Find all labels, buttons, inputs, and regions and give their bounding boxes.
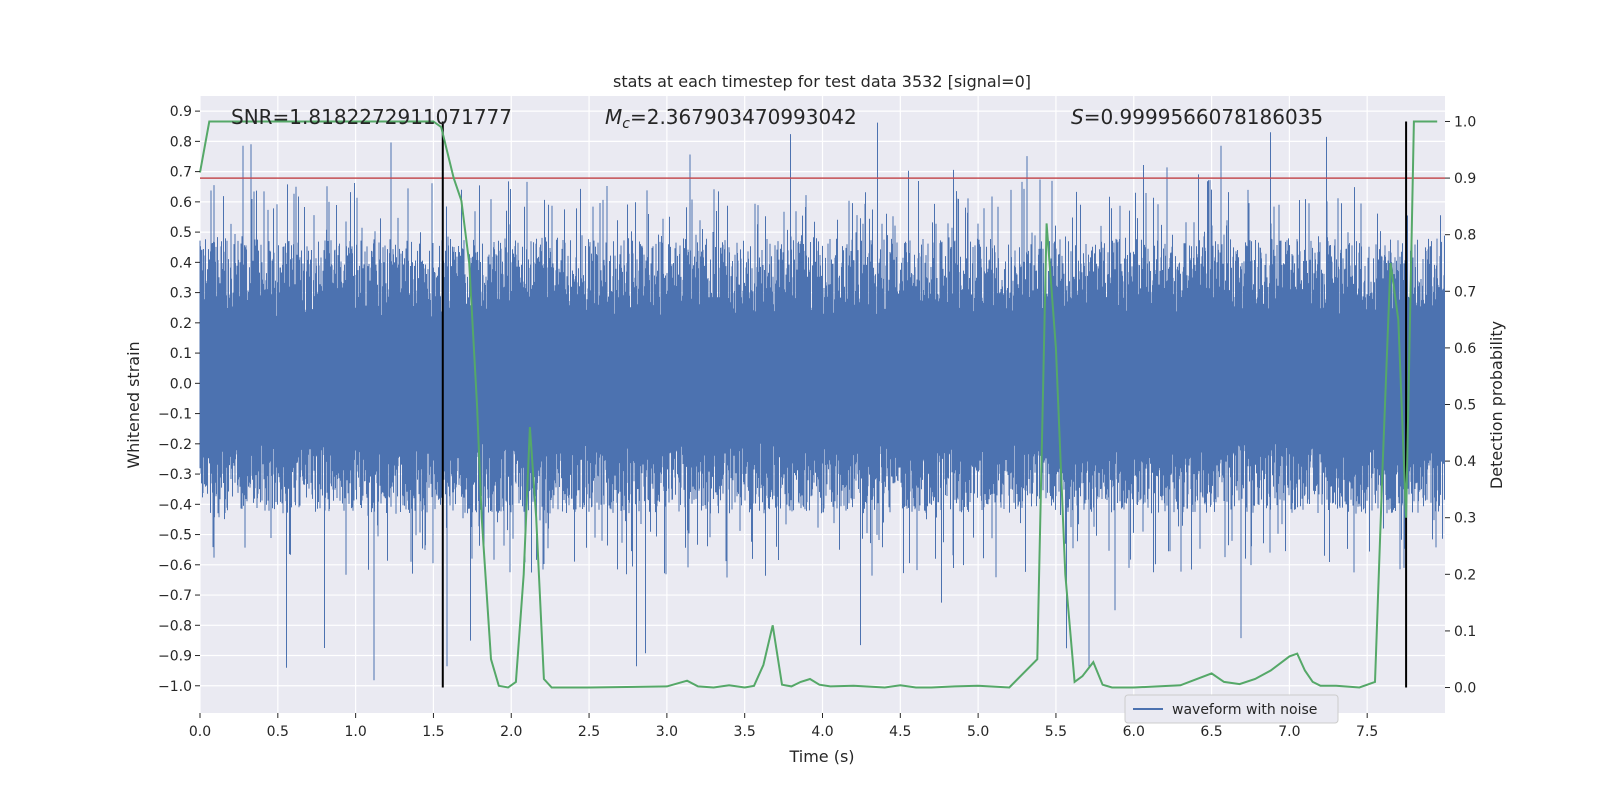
y-right-tick-label-5: 0.5: [1454, 398, 1476, 414]
y-right-tick-label-6: 0.4: [1454, 454, 1476, 470]
y-left-tick-label-4: 0.5: [170, 225, 192, 241]
y-left-tick-label-18: −0.9: [158, 649, 192, 665]
y-right-tick-label-2: 0.8: [1454, 228, 1476, 244]
y-right-tick-label-3: 0.7: [1454, 284, 1476, 300]
significance-value: =0.9999566078186035: [1084, 105, 1323, 129]
y-left-tick-label-19: −1.0: [158, 679, 192, 695]
y-axis-left-label: Whitened strain: [124, 341, 143, 468]
detection-probability-line: [199, 120, 1438, 689]
x-tick-label-8: 4.0: [811, 724, 833, 740]
chirp-mass-subscript: c: [622, 116, 630, 132]
x-tick-label-0: 0.0: [189, 724, 211, 740]
chirp-mass-symbol: M: [605, 105, 622, 129]
x-tick-label-2: 1.0: [344, 724, 366, 740]
y-right-tick-label-7: 0.3: [1454, 511, 1476, 527]
x-tick-label-12: 6.0: [1123, 724, 1145, 740]
y-right-tick-label-9: 0.1: [1454, 624, 1476, 640]
y-left-tick-label-13: −0.4: [158, 497, 192, 513]
x-tick-label-1: 0.5: [267, 724, 289, 740]
legend: waveform with noise: [1124, 694, 1339, 724]
y-left-tick-label-15: −0.6: [158, 558, 192, 574]
x-tick-label-7: 3.5: [734, 724, 756, 740]
y-left-tick-label-10: −0.1: [158, 407, 192, 423]
y-left-tick-label-17: −0.8: [158, 618, 192, 634]
y-right-tick-label-1: 0.9: [1454, 171, 1476, 187]
y-left-tick-label-12: −0.3: [158, 467, 192, 483]
x-tick-label-15: 7.5: [1356, 724, 1378, 740]
x-tick-label-4: 2.0: [500, 724, 522, 740]
chirp-mass-annotation: Mc=2.367903470993042: [605, 105, 857, 132]
y-right-tick-label-0: 1.0: [1454, 114, 1476, 130]
y-left-tick-label-5: 0.4: [170, 255, 192, 271]
y-left-tick-label-14: −0.5: [158, 528, 192, 544]
legend-label: waveform with noise: [1172, 702, 1317, 718]
y-left-tick-label-11: −0.2: [158, 437, 192, 453]
y-axis-right-ticks: 1.0 0.9 0.8 0.7 0.6 0.5 0.4 0.3 0.2 0.1 0.0: [1445, 114, 1476, 697]
y-right-tick-label-10: 0.0: [1454, 681, 1476, 697]
x-tick-label-3: 1.5: [422, 724, 444, 740]
x-tick-label-9: 4.5: [889, 724, 911, 740]
x-tick-label-5: 2.5: [578, 724, 600, 740]
y-left-tick-label-7: 0.2: [170, 316, 192, 332]
significance-annotation: S=0.9999566078186035: [1071, 105, 1323, 129]
y-right-tick-label-4: 0.6: [1454, 341, 1476, 357]
y-left-tick-label-9: 0.0: [170, 376, 192, 392]
x-axis-label: Time (s): [788, 747, 854, 766]
x-tick-label-10: 5.0: [967, 724, 989, 740]
x-axis-ticks: 0.0 0.5 1.0 1.5 2.0 2.5 3.0 3.5 4.0 4.5 5.0 5.5 6.0 6…: [189, 713, 1378, 740]
y-left-tick-label-16: −0.7: [158, 588, 192, 604]
y-left-tick-label-1: 0.8: [170, 134, 192, 150]
chart-title: stats at each timestep for test data 353…: [613, 72, 1031, 91]
y-left-tick-label-8: 0.1: [170, 346, 192, 362]
vertical-markers: [441, 121, 1408, 688]
x-tick-label-13: 6.5: [1200, 724, 1222, 740]
y-left-tick-label-3: 0.6: [170, 195, 192, 211]
x-tick-label-11: 5.5: [1045, 724, 1067, 740]
significance-symbol: S: [1071, 105, 1084, 129]
legend-box: [1124, 694, 1339, 724]
x-tick-label-14: 7.0: [1278, 724, 1300, 740]
y-left-tick-label-2: 0.7: [170, 165, 192, 181]
y-axis-right-label: Detection probability: [1487, 321, 1506, 489]
x-tick-label-6: 3.0: [656, 724, 678, 740]
snr-annotation: SNR=1.8182272911071777: [231, 105, 512, 129]
chirp-mass-value: =2.367903470993042: [630, 105, 857, 129]
y-right-tick-label-8: 0.2: [1454, 567, 1476, 583]
y-left-tick-label-6: 0.3: [170, 286, 192, 302]
y-left-tick-label-0: 0.9: [170, 104, 192, 120]
waveform-series: [199, 122, 1445, 681]
y-axis-left-ticks: 0.9 0.8 0.7 0.6 0.5 0.4 0.3 0.2 0.1 0.0 −0.1 −0.2 −0…: [158, 104, 200, 695]
